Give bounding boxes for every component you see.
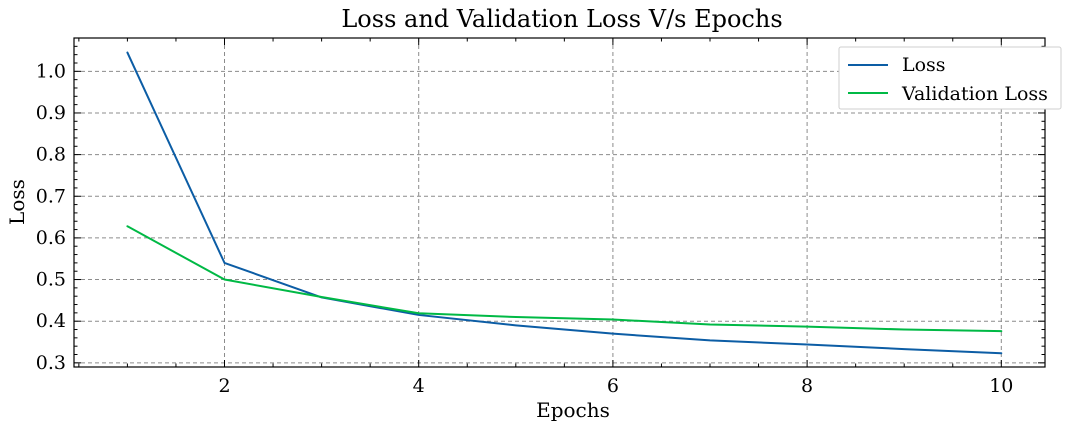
series-line-validation-loss [126,225,1003,333]
plot-frame [73,37,1046,368]
y-tick-label: 0.3 [36,352,66,374]
y-tick-label: 0.4 [36,310,66,332]
legend-label-validation-loss: Validation Loss [901,83,1048,105]
x-axis-label: Epochs [536,398,610,422]
y-tick-label: 0.7 [36,185,66,207]
y-tick-label: 0.8 [36,144,66,166]
series-lines [126,51,1003,355]
y-axis-label: Loss [5,179,29,225]
x-tick-label: 2 [218,375,230,397]
y-tick-label: 1.0 [36,60,66,82]
x-tick-label: 4 [413,375,425,397]
y-tick-label: 0.5 [36,269,66,291]
chart-title: Loss and Validation Loss V/s Epochs [341,5,782,33]
x-tick-label: 6 [607,375,619,397]
legend-box [838,46,1062,110]
legend-label-loss: Loss [902,54,946,76]
x-tick-label: 10 [989,375,1013,397]
legend: Loss Validation Loss [838,46,1062,110]
x-tick-label: 8 [801,375,813,397]
grid [74,38,1045,367]
y-tick-label: 0.9 [36,102,66,124]
series-line-loss [126,51,1003,355]
y-tick-label: 0.6 [36,227,66,249]
